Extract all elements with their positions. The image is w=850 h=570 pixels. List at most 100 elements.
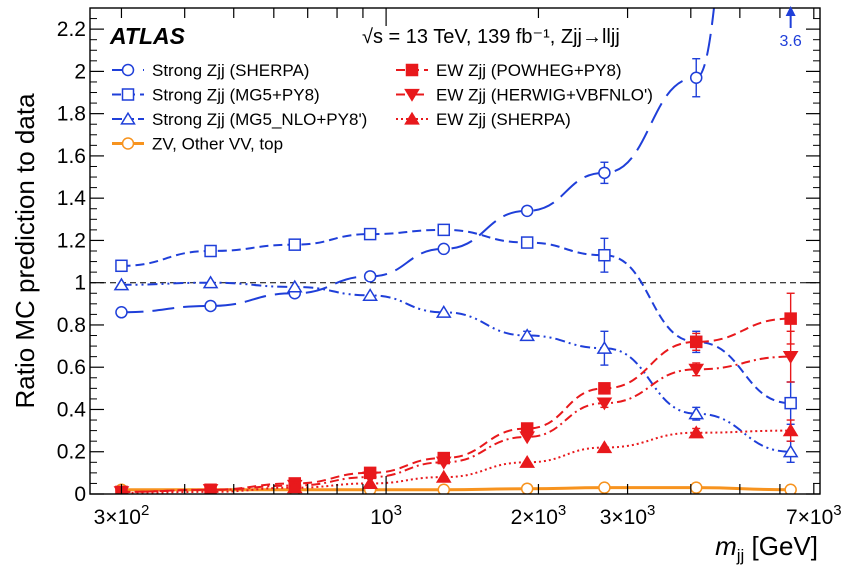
y-tick-label: 2 [74, 60, 86, 83]
data-point [435, 304, 452, 318]
plot-border [89, 7, 821, 495]
legend-entry: EW Zjj (POWHEG+PY8) [396, 61, 622, 80]
y-tick-label: 1.8 [57, 103, 86, 126]
data-point [204, 244, 217, 258]
data-point [784, 483, 797, 494]
y-tick-label: 1 [74, 272, 86, 295]
data-point [520, 204, 534, 218]
y-tick-label: 1.4 [57, 187, 87, 210]
data-point [689, 481, 703, 494]
data-point [596, 397, 613, 411]
y-tick-label: 0.2 [57, 441, 86, 464]
y-tick-label: 0.4 [57, 398, 87, 421]
data-point [688, 425, 705, 439]
data-point [115, 259, 128, 273]
series-1 [115, 223, 797, 425]
series-line-1 [121, 228, 791, 405]
legend-marker [404, 111, 420, 125]
data-point [437, 483, 451, 494]
data-point [519, 431, 536, 445]
legend-label: EW Zjj (SHERPA) [436, 110, 571, 129]
legend-entry: Strong Zjj (MG5_NLO+PY8') [112, 110, 367, 129]
data-point [362, 288, 378, 301]
data-point [286, 279, 303, 293]
data-point [689, 71, 703, 84]
legend: Strong Zjj (SHERPA) Strong Zjj (MG5+PY8) S… [112, 61, 653, 154]
y-tick-label: 2.2 [57, 18, 86, 41]
legend-entry: EW Zjj (SHERPA) [396, 110, 571, 129]
legend-label: Strong Zjj (MG5+PY8) [152, 86, 320, 105]
y-tick-label: 0.8 [57, 314, 86, 337]
data-point [784, 312, 797, 325]
data-point [596, 340, 613, 354]
x-axis-title: mjj [GeV] [715, 531, 818, 565]
series-line-6 [121, 429, 791, 494]
series-line-2 [121, 281, 791, 453]
data-point [362, 476, 378, 490]
legend-marker [121, 88, 135, 101]
off-scale-annotation: 3.6 [780, 6, 802, 50]
data-point [782, 351, 799, 364]
y-tick-label: 1.6 [57, 145, 86, 168]
data-point [784, 396, 797, 410]
data-point [519, 328, 536, 342]
data-point [598, 166, 611, 180]
y-axis-title: Ratio MC prediction to data [10, 93, 40, 409]
x-tick-label: 3×102 [94, 502, 150, 529]
data-point [435, 456, 452, 470]
legend-label: Strong Zjj (SHERPA) [152, 61, 309, 80]
data-point [437, 223, 451, 237]
data-point [363, 270, 377, 283]
legend-marker [121, 137, 135, 150]
data-point [202, 275, 219, 289]
arrow-label: 3.6 [780, 33, 802, 50]
data-point [596, 440, 613, 454]
data-point [598, 382, 611, 395]
arrow-head [785, 6, 796, 16]
legend-marker [121, 63, 135, 77]
data-point [598, 481, 611, 494]
data-point [519, 455, 536, 468]
legend-marker [405, 63, 419, 77]
data-point [363, 227, 377, 241]
data-point [688, 406, 705, 420]
series-line-5 [121, 355, 791, 493]
y-tick-label: 0 [74, 483, 86, 506]
x-tick-label: 2×103 [511, 502, 567, 529]
series-2 [113, 275, 799, 464]
legend-entry: Strong Zjj (SHERPA) [112, 61, 309, 80]
legend-label: ZV, Other VV, top [152, 135, 283, 154]
legend-marker [404, 88, 420, 102]
x-tick-label: 7×103 [786, 502, 842, 529]
header-text: √s = 13 TeV, 139 fb⁻¹, Zjj→lljj [362, 26, 620, 48]
data-point [204, 484, 217, 494]
data-point [115, 306, 128, 319]
legend-label: EW Zjj (HERWIG+VBFNLO') [436, 86, 653, 105]
legend-entry: ZV, Other VV, top [112, 135, 283, 154]
data-point [689, 335, 703, 349]
data-point [688, 363, 705, 377]
data-point [204, 299, 217, 313]
data-point [782, 423, 799, 437]
series-4 [115, 292, 797, 494]
chart-header: ATLAS √s = 13 TeV, 139 fb⁻¹, Zjj→lljj [109, 23, 620, 49]
data-point [520, 482, 534, 494]
y-tick-label: 1.2 [57, 229, 86, 252]
series-0 [115, 8, 715, 319]
data-point [782, 444, 799, 458]
data-point [520, 236, 534, 249]
data-point [286, 480, 303, 494]
legend-entry: EW Zjj (HERWIG+VBFNLO') [396, 86, 653, 105]
plot-frame [89, 7, 821, 495]
legend-marker [120, 111, 136, 125]
data-point [598, 248, 611, 262]
data-point [435, 469, 452, 483]
axis-ticks: 0 0.2 0.4 0.6 0.8 1 1.2 1.4 1.6 1.8 2 2.2 3×102 103 2×… [57, 7, 842, 529]
data-point [113, 277, 130, 291]
data-point [437, 242, 451, 256]
data-point [288, 238, 302, 251]
experiment-label: ATLAS [109, 23, 186, 49]
legend-label: EW Zjj (POWHEG+PY8) [436, 61, 622, 80]
legend-label: Strong Zjj (MG5_NLO+PY8') [152, 110, 367, 129]
